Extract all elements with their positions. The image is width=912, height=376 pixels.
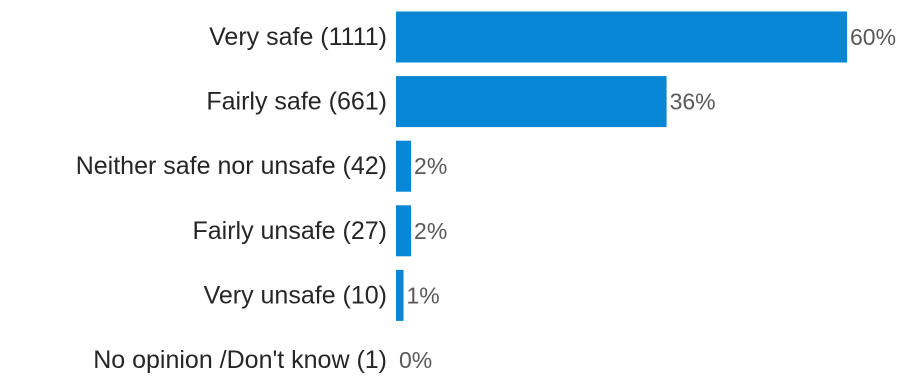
value-label: 2%	[414, 153, 447, 179]
bar	[396, 76, 667, 128]
value-label: 36%	[670, 89, 716, 115]
category-label: Very safe (1111)	[209, 23, 387, 51]
category-label: No opinion /Don't know (1)	[93, 346, 387, 374]
value-label: 1%	[407, 282, 440, 308]
bar	[396, 269, 404, 321]
bars	[396, 11, 847, 321]
value-label: 2%	[414, 218, 447, 244]
bar	[396, 205, 412, 257]
category-label: Very unsafe (10)	[204, 281, 387, 309]
value-label: 60%	[850, 24, 896, 50]
bar	[396, 140, 412, 192]
category-label: Fairly safe (661)	[206, 88, 387, 116]
value-labels: 60% 36% 2% 2% 1% 0%	[399, 24, 896, 373]
category-label: Neither safe nor unsafe (42)	[76, 152, 387, 180]
category-labels: Very safe (1111) Fairly safe (661) Neither…	[76, 23, 387, 374]
bar	[396, 11, 847, 63]
value-label: 0%	[399, 347, 432, 373]
category-label: Fairly unsafe (27)	[192, 217, 387, 245]
